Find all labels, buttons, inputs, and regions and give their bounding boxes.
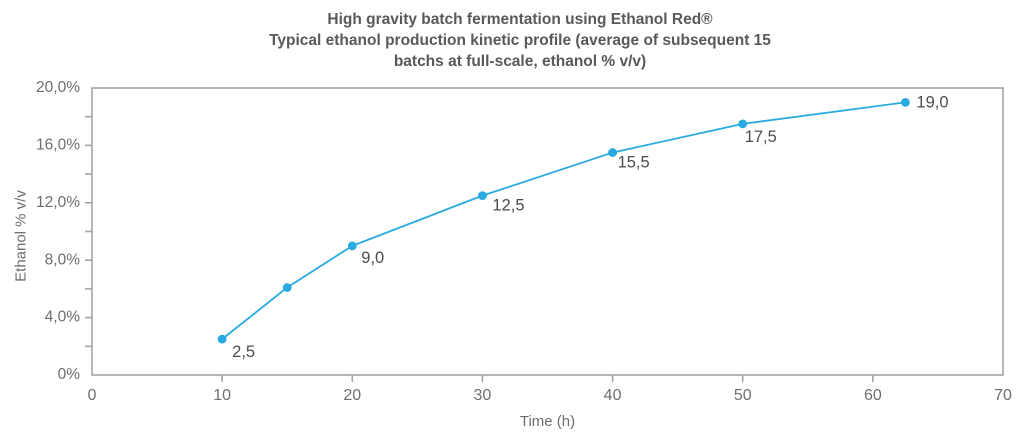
- y-tick-label: 4,0%: [45, 309, 81, 326]
- x-tick-label: 60: [864, 387, 882, 404]
- x-tick-label: 10: [213, 387, 231, 404]
- data-point-label: 12,5: [492, 197, 524, 215]
- x-tick-label: 20: [343, 387, 361, 404]
- data-point: [738, 119, 748, 129]
- data-point: [900, 97, 910, 107]
- x-tick-label: 70: [994, 387, 1012, 404]
- series-line: [221, 101, 907, 341]
- x-axis-title: Time (h): [519, 413, 576, 430]
- chart-title-line-2: Typical ethanol production kinetic profi…: [269, 32, 771, 49]
- y-tick-label: 0%: [58, 366, 81, 383]
- data-point-label: 19,0: [916, 93, 948, 111]
- data-point-label: 9,0: [361, 249, 384, 267]
- x-tick-label: 30: [474, 387, 492, 404]
- x-tick-label: 50: [734, 387, 752, 404]
- x-tick-label: 0: [88, 387, 97, 404]
- data-point-label: 15,5: [618, 154, 650, 172]
- y-tick-label: 8,0%: [45, 251, 81, 268]
- data-point: [478, 191, 487, 201]
- data-point: [217, 334, 227, 344]
- y-tick-label: 16,0%: [36, 136, 80, 153]
- chart-title-line-3: batchs at full-scale, ethanol % v/v): [393, 53, 647, 70]
- y-tick-label: 20,0%: [36, 79, 80, 96]
- y-tick-label: 12,0%: [36, 194, 80, 211]
- chart-title: High gravity batch fermentation using Et…: [0, 9, 1024, 72]
- data-point-label: 2,5: [232, 343, 255, 361]
- data-point: [608, 148, 617, 157]
- chart-title-line-1: High gravity batch fermentation using Et…: [327, 11, 713, 28]
- x-tick-label: 40: [604, 387, 622, 404]
- data-point: [282, 283, 292, 292]
- data-point: [347, 241, 357, 251]
- data-point-label: 17,5: [745, 128, 777, 146]
- plot-border: [91, 87, 1004, 376]
